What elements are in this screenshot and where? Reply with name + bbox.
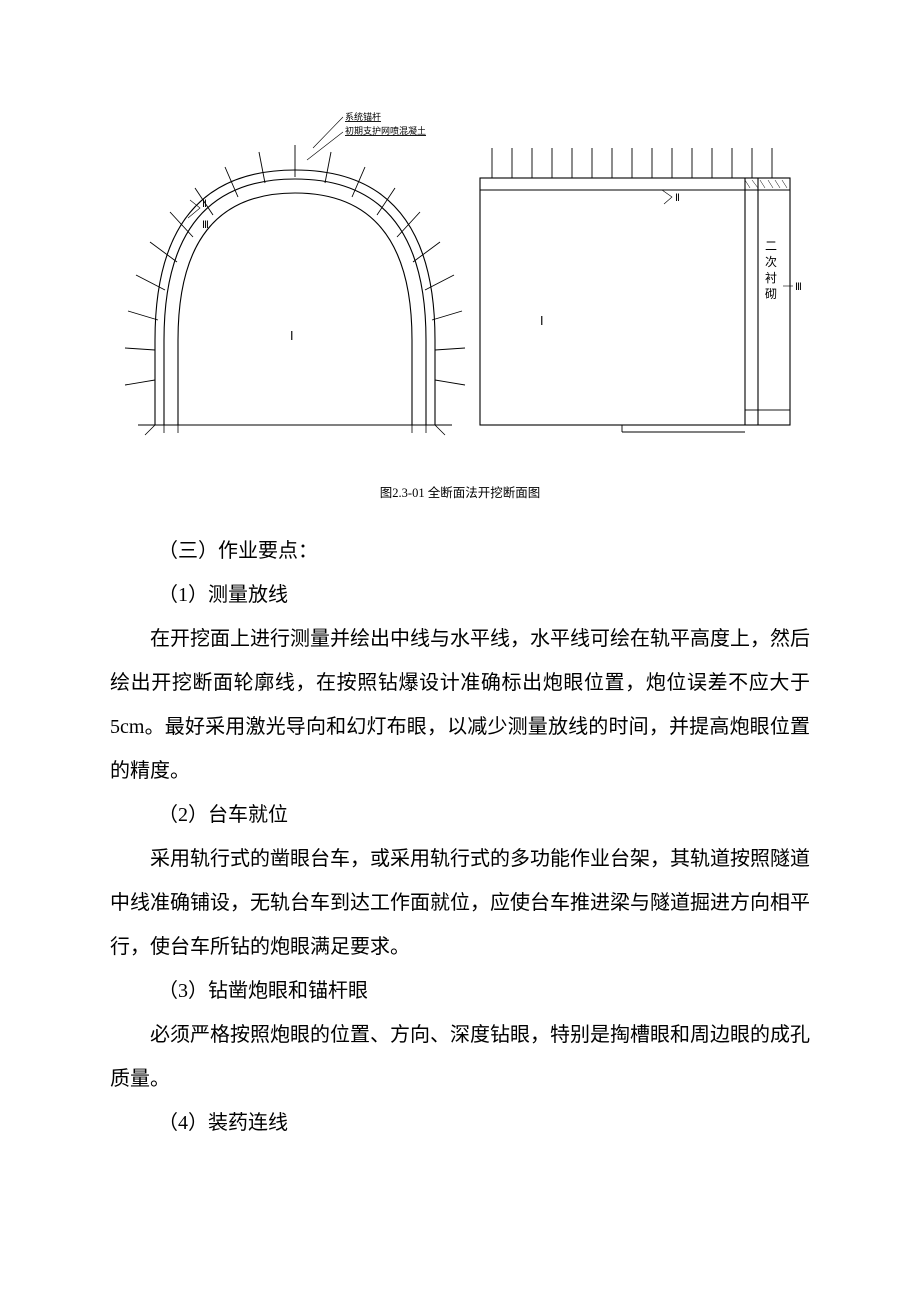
step2-para: 采用轨行式的凿眼台车，或采用轨行式的多功能作业台架，其轨道按照隧道中线准确铺设，… — [110, 837, 810, 969]
roman-one-left: Ⅰ — [290, 329, 294, 343]
roman-two-left: Ⅱ — [202, 199, 207, 210]
label-shotcrete: 初期支护网喷混凝土 — [345, 125, 426, 136]
step3-para: 必须严格按照炮眼的位置、方向、深度钻眼，特别是掏槽眼和周边眼的成孔质量。 — [110, 1013, 810, 1101]
step4-heading: （4）装药连线 — [110, 1101, 810, 1145]
roman-three-right: Ⅲ — [795, 282, 802, 293]
step2-heading: （2）台车就位 — [110, 793, 810, 837]
top-bolts — [492, 148, 772, 178]
cross-section: 系统锚杆 初期支护网喷混凝土 — [125, 111, 465, 435]
step1-para: 在开挖面上进行测量并绘出中线与水平线，水平线可绘在轨平高度上，然后绘出开挖断面轮… — [110, 617, 810, 793]
step1-heading: （1）测量放线 — [110, 573, 810, 617]
secondary-lining-label: 二 次 衬 砌 — [765, 239, 780, 301]
section-three-heading: （三）作业要点： — [110, 529, 810, 573]
step3-heading: （3）钻凿炮眼和锚杆眼 — [110, 969, 810, 1013]
tunnel-section-figure: 系统锚杆 初期支护网喷混凝土 — [110, 80, 810, 470]
figure-caption: 图2.3-01 全断面法开挖断面图 — [110, 482, 810, 501]
tunnel-svg: 系统锚杆 初期支护网喷混凝土 — [110, 80, 810, 470]
roman-two-right: Ⅱ — [675, 193, 680, 204]
lining-hatch — [745, 180, 787, 188]
body-text: （三）作业要点： （1）测量放线 在开挖面上进行测量并绘出中线与水平线，水平线可… — [110, 529, 810, 1145]
radial-bolts — [125, 145, 465, 385]
label-anchor: 系统锚杆 — [345, 111, 381, 122]
roman-one-right: Ⅰ — [540, 314, 544, 328]
roman-three-left: Ⅲ — [202, 220, 209, 231]
longitudinal-section: Ⅱ 二 次 衬 砌 Ⅲ Ⅰ — [480, 148, 802, 432]
